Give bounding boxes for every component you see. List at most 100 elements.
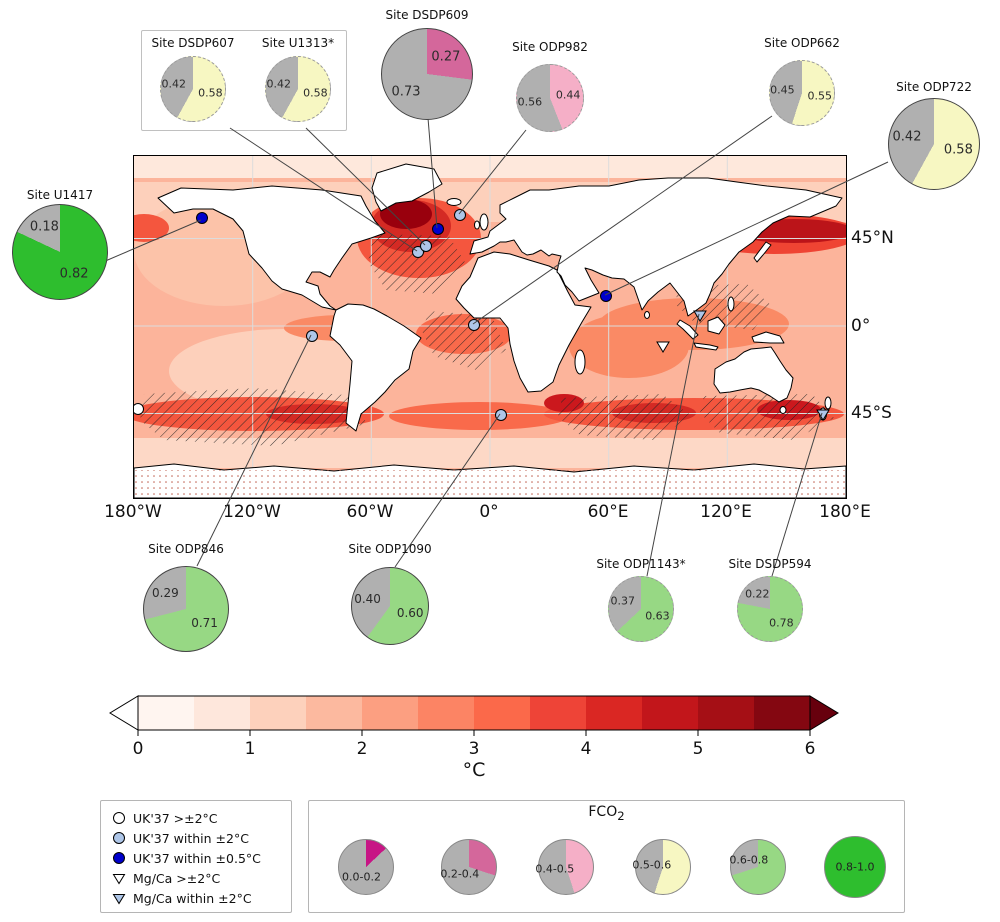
triangle-open-icon xyxy=(112,874,126,885)
fco2-pie-0.6-0.8: 0.6-0.8 xyxy=(729,839,786,895)
legend-item-label: UK'37 within ±2°C xyxy=(133,830,249,846)
pie-odp662-other: 0.45 xyxy=(770,83,795,97)
pie-u1417-other: 0.18 xyxy=(29,219,59,235)
legend-item-label: Mg/Ca within ±2°C xyxy=(133,890,252,906)
philippines xyxy=(727,296,735,312)
triangle-lightblue-icon xyxy=(112,894,126,905)
fco2-pie-0.4-0.5: 0.4-0.5 xyxy=(535,839,594,895)
cbar-tick-3: 3 xyxy=(469,739,480,759)
pie-odp982: 0.56 0.44 xyxy=(516,64,584,132)
iceland xyxy=(446,198,462,206)
cbar-tick-5: 5 xyxy=(693,739,704,759)
site-label-u1417: Site U1417 xyxy=(26,188,94,202)
pie-odp722-value: 0.58 xyxy=(943,142,973,158)
legend-item-uk37-within2: UK'37 within ±2°C xyxy=(111,828,291,848)
pie-odp1143: 0.37 0.63 xyxy=(608,576,674,642)
legend-item-uk37-gt2: UK'37 >±2°C xyxy=(111,808,291,828)
colorbar-under-arrow xyxy=(109,695,139,731)
marker-odp662 xyxy=(468,319,480,331)
australia xyxy=(713,346,794,403)
ireland xyxy=(474,220,480,230)
legend-item-mgca-gt2: Mg/Ca >±2°C xyxy=(111,868,291,888)
pie-odp846: 0.29 0.71 xyxy=(143,566,229,652)
pie-odp1090-value: 0.60 xyxy=(396,605,424,620)
x-tick-120w: 120°W xyxy=(223,502,281,522)
x-tick-120e: 120°E xyxy=(700,502,752,522)
legend-item-mgca-within2: Mg/Ca within ±2°C xyxy=(111,888,291,908)
site-label-dsdp594: Site DSDP594 xyxy=(728,557,812,571)
marker-legend: UK'37 >±2°C UK'37 within ±2°C UK'37 with… xyxy=(100,800,292,913)
pie-odp846-value: 0.71 xyxy=(191,616,218,631)
cbar-tick-6: 6 xyxy=(805,739,816,759)
y-tick-45n: 45°N xyxy=(851,228,894,248)
pie-odp1143-value: 0.63 xyxy=(645,609,670,623)
fco2-pie-0.5-0.6: 0.5-0.6 xyxy=(632,839,691,895)
world-map xyxy=(133,155,847,499)
new-zealand-north xyxy=(824,396,832,410)
site-label-odp662: Site ODP662 xyxy=(764,36,840,50)
circle-blue-icon xyxy=(113,852,125,864)
pie-odp662: 0.45 0.55 xyxy=(769,60,835,126)
pie-u1313-other: 0.42 xyxy=(266,77,292,91)
cbar-tick-4: 4 xyxy=(581,739,592,759)
site-label-odp846: Site ODP846 xyxy=(148,542,224,556)
colorbar-ticks xyxy=(137,730,811,736)
legend-item-label: UK'37 within ±0.5°C xyxy=(133,850,261,866)
pie-dsdp607-value: 0.58 xyxy=(198,86,223,100)
x-tick-0: 0° xyxy=(479,502,499,522)
site-label-odp982: Site ODP982 xyxy=(512,40,588,54)
site-label-odp1143: Site ODP1143* xyxy=(596,557,686,571)
pie-odp982-value: 0.44 xyxy=(555,88,581,102)
cbar-tick-2: 2 xyxy=(357,739,368,759)
pie-dsdp607: 0.42 0.58 xyxy=(160,56,226,122)
pie-odp662-value: 0.55 xyxy=(807,89,832,103)
pie-dsdp609-other: 0.73 xyxy=(391,84,421,100)
pie-odp982-other: 0.56 xyxy=(517,95,543,109)
pie-odp1143-other: 0.37 xyxy=(610,594,636,608)
site-label-odp722: Site ODP722 xyxy=(896,80,972,94)
south-america xyxy=(329,303,422,432)
colorbar-over-arrow xyxy=(809,695,839,731)
marker-u1417 xyxy=(196,212,208,224)
marker-unnamed-circle xyxy=(134,403,144,415)
pie-odp846-other: 0.29 xyxy=(152,586,179,601)
new-guinea xyxy=(751,331,785,344)
site-label-dsdp607: Site DSDP607 xyxy=(151,36,235,50)
great-britain xyxy=(479,213,489,231)
fco2-pie-0.0-0.2: 0.0-0.2 xyxy=(338,839,394,895)
pie-u1417: 0.18 0.82 xyxy=(12,204,108,300)
pie-dsdp594-other: 0.22 xyxy=(745,587,770,601)
x-tick-180e: 180°E xyxy=(819,502,871,522)
y-tick-45s: 45°S xyxy=(851,403,892,423)
cbar-tick-1: 1 xyxy=(245,739,256,759)
marker-dsdp609 xyxy=(432,223,444,235)
marker-odp846 xyxy=(306,330,318,342)
map-svg xyxy=(134,156,846,498)
legend-item-label: UK'37 >±2°C xyxy=(133,810,218,826)
colorbar: 0 1 2 3 4 5 6 °C xyxy=(109,695,839,781)
x-tick-60e: 60°E xyxy=(587,502,629,522)
cbar-tick-0: 0 xyxy=(133,739,144,759)
y-tick-0: 0° xyxy=(851,316,871,336)
pie-dsdp609: 0.73 0.27 xyxy=(381,28,473,120)
pie-odp722-other: 0.42 xyxy=(892,129,922,145)
tasmania xyxy=(779,406,787,414)
legend-item-uk37-within05: UK'37 within ±0.5°C xyxy=(111,848,291,868)
fco2-pie-0.2-0.4: 0.2-0.4 xyxy=(440,839,497,895)
circle-lightblue-icon xyxy=(113,832,125,844)
pie-odp1090: 0.40 0.60 xyxy=(351,567,429,645)
x-tick-60w: 60°W xyxy=(346,502,394,522)
site-label-dsdp609: Site DSDP609 xyxy=(385,8,469,22)
fco2-legend: FCO2 0.0-0.2 0.2-0.4 0.4-0.5 0.5-0.6 0.6… xyxy=(308,800,905,913)
antarctic-stipple xyxy=(134,470,846,498)
circle-open-icon xyxy=(113,812,125,824)
pie-dsdp594: 0.22 0.78 xyxy=(737,576,803,642)
pie-odp1090-other: 0.40 xyxy=(354,591,381,606)
sri-lanka xyxy=(644,311,650,319)
pie-u1313: 0.42 0.58 xyxy=(265,56,331,122)
site-label-odp1090: Site ODP1090 xyxy=(348,542,432,556)
legend-item-label: Mg/Ca >±2°C xyxy=(133,870,221,886)
fco2-legend-title: FCO2 xyxy=(588,804,625,823)
pie-dsdp594-value: 0.78 xyxy=(769,616,794,630)
